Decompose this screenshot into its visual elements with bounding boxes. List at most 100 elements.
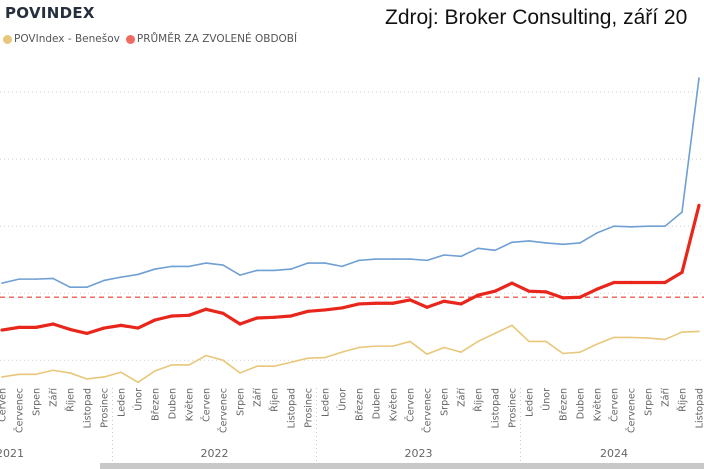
data-point <box>358 259 360 262</box>
data-point <box>341 351 343 353</box>
x-tick-label: Červenec <box>14 388 26 433</box>
x-tick-label: Říjen <box>66 388 77 412</box>
data-point <box>103 376 105 378</box>
data-point <box>289 314 293 318</box>
data-point <box>204 307 208 311</box>
data-point <box>528 240 530 242</box>
data-point <box>408 298 412 302</box>
x-tick-label: Červen <box>405 388 417 422</box>
x-tick-label: Listopad <box>491 388 502 428</box>
data-point <box>85 331 89 336</box>
x-tick-label: Březen <box>559 388 570 421</box>
data-point <box>153 318 157 322</box>
data-point <box>307 262 309 264</box>
data-point <box>69 372 71 374</box>
data-point <box>680 270 684 275</box>
data-point <box>17 325 21 329</box>
x-tick-label: Červen <box>201 388 213 422</box>
data-point <box>120 276 122 278</box>
data-point <box>375 258 377 260</box>
data-point <box>323 308 327 312</box>
data-point <box>561 296 565 300</box>
data-point <box>340 306 344 310</box>
data-point <box>188 364 190 366</box>
data-point <box>120 371 122 374</box>
data-point <box>137 273 139 276</box>
x-tick-label: Listopad <box>83 388 94 428</box>
data-point <box>442 299 446 303</box>
legend-item-benesov[interactable]: POVIndex - Benešov <box>3 33 120 45</box>
data-point <box>595 287 599 291</box>
data-point <box>681 331 683 333</box>
data-point <box>52 369 54 372</box>
data-point <box>35 373 37 376</box>
data-point <box>460 255 462 258</box>
x-tick-label: Říjen <box>474 388 485 412</box>
year-label: 2022 <box>201 447 229 460</box>
data-point <box>374 301 378 305</box>
data-point <box>221 311 225 315</box>
data-point <box>290 361 292 364</box>
data-point <box>1 282 3 284</box>
data-point <box>324 262 326 264</box>
data-point <box>545 340 547 343</box>
x-tick-label: Září <box>49 388 60 407</box>
data-point <box>256 269 258 272</box>
legend: POVIndex - Benešov PRŮMĚR ZA ZVOLENÉ OBD… <box>3 33 303 45</box>
data-point <box>477 247 479 250</box>
data-point <box>630 226 632 228</box>
data-point <box>409 340 411 343</box>
data-point <box>579 242 581 244</box>
data-point <box>171 364 173 366</box>
data-point <box>562 243 564 246</box>
data-point <box>307 357 309 359</box>
data-point <box>681 211 683 213</box>
year-label: 2023 <box>405 447 433 460</box>
x-tick-label: Únor <box>337 388 349 411</box>
data-point <box>357 302 361 306</box>
data-point <box>188 265 190 268</box>
data-point <box>562 352 564 355</box>
data-point <box>222 264 224 266</box>
data-point <box>698 330 700 333</box>
x-tick-label: Únor <box>541 388 553 411</box>
x-tick-label: Červenec <box>422 388 434 433</box>
data-point <box>443 346 445 349</box>
horizontal-scrollbar[interactable] <box>100 463 704 469</box>
data-point <box>527 289 531 293</box>
data-point <box>647 337 649 339</box>
data-point <box>358 346 360 349</box>
x-tick-label: Říjen <box>678 388 689 412</box>
x-tick-label: Leden <box>321 388 332 417</box>
data-point <box>459 302 463 306</box>
x-tick-label: Duben <box>576 388 587 419</box>
data-point <box>697 203 701 208</box>
data-point <box>392 258 394 260</box>
data-point <box>154 370 156 372</box>
x-tick-label: Červenec <box>218 388 230 433</box>
data-point <box>646 280 650 285</box>
x-tick-label: Únor <box>133 388 145 411</box>
data-point <box>545 242 547 244</box>
year-label: 2024 <box>600 447 628 460</box>
legend-item-average[interactable]: PRŮMĚR ZA ZVOLENÉ OBDOBÍ <box>125 33 297 45</box>
data-point <box>477 340 479 343</box>
x-tick-label: Duben <box>372 388 383 419</box>
data-point <box>256 365 258 368</box>
data-point <box>460 351 462 353</box>
data-point <box>613 225 615 227</box>
data-point <box>528 340 530 343</box>
data-point <box>205 262 207 264</box>
legend-dot-icon <box>3 34 12 44</box>
year-label: 2021 <box>0 447 24 460</box>
x-tick-label: Březen <box>355 388 366 421</box>
data-point <box>0 328 4 332</box>
x-tick-label: Březen <box>151 388 162 421</box>
data-point <box>35 278 37 280</box>
data-point <box>102 326 106 330</box>
data-point <box>290 268 292 270</box>
data-point <box>578 295 582 299</box>
data-point <box>630 336 632 339</box>
data-point <box>596 232 598 234</box>
